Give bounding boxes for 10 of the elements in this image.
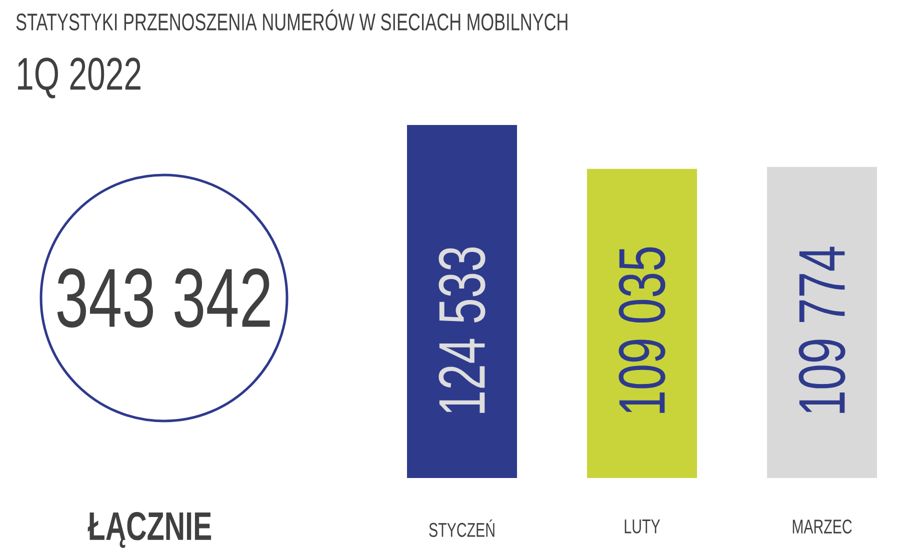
x-tick-label: MARZEC [792,520,852,534]
chart-subtitle: 1Q 2022 [18,58,140,98]
data-label: 109 774 [798,246,846,413]
text: 343 342 [57,268,270,328]
x-tick-label: LUTY [624,520,660,534]
x-tick-label: STYCZEŃ [429,520,494,537]
data-label: 124 533 [438,247,486,413]
chart-title: STATYSTYKI PRZENOSZENIA NUMERÓW W SIECIACH MOBILNYCH [16,10,568,30]
data-label: 109 035 [618,247,666,413]
text: ŁĄCZNIE [88,512,212,548]
